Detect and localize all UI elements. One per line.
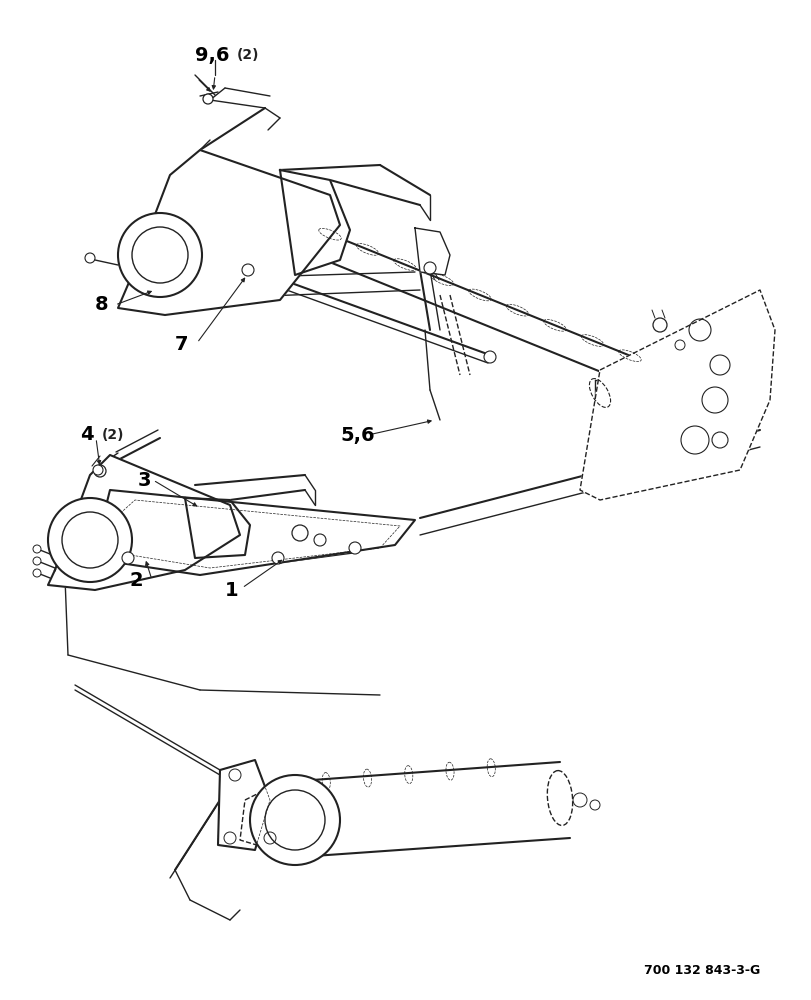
Circle shape — [652, 318, 666, 332]
Circle shape — [33, 545, 41, 553]
Circle shape — [272, 552, 284, 564]
Circle shape — [33, 557, 41, 565]
Circle shape — [349, 542, 361, 554]
Text: (2): (2) — [237, 48, 260, 62]
Circle shape — [292, 525, 307, 541]
Polygon shape — [240, 775, 310, 855]
Text: 700 132 843-3-G: 700 132 843-3-G — [643, 964, 759, 976]
Circle shape — [250, 775, 340, 865]
Circle shape — [242, 264, 254, 276]
Polygon shape — [414, 228, 449, 275]
Polygon shape — [579, 290, 774, 500]
Polygon shape — [100, 490, 414, 575]
Polygon shape — [217, 760, 270, 850]
Circle shape — [94, 465, 106, 477]
Polygon shape — [185, 498, 250, 558]
Text: 3: 3 — [138, 471, 152, 489]
Text: 4: 4 — [80, 426, 93, 444]
Circle shape — [203, 94, 212, 104]
Text: 5,6: 5,6 — [340, 426, 374, 444]
Text: 2: 2 — [130, 570, 144, 589]
Circle shape — [314, 534, 325, 546]
Text: 9,6: 9,6 — [195, 45, 230, 64]
Circle shape — [33, 569, 41, 577]
Circle shape — [118, 213, 202, 297]
Polygon shape — [118, 150, 340, 315]
Circle shape — [483, 351, 496, 363]
Circle shape — [85, 253, 95, 263]
Text: 7: 7 — [175, 336, 188, 355]
Polygon shape — [280, 170, 350, 275]
Polygon shape — [48, 455, 240, 590]
Text: 8: 8 — [95, 296, 109, 314]
Text: 1: 1 — [225, 580, 238, 599]
Circle shape — [423, 262, 436, 274]
Circle shape — [93, 465, 103, 475]
Circle shape — [122, 552, 134, 564]
Text: (2): (2) — [102, 428, 124, 442]
Circle shape — [48, 498, 132, 582]
